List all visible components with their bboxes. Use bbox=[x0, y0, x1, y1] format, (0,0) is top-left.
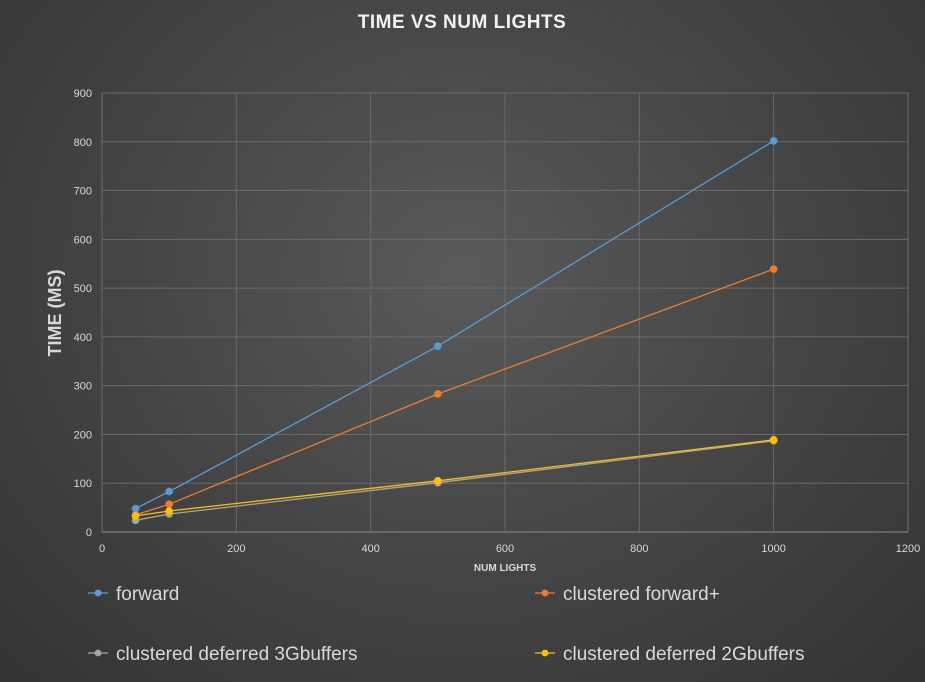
y-tick-label: 500 bbox=[74, 283, 92, 295]
x-tick-label: 800 bbox=[630, 543, 648, 555]
series-line bbox=[135, 140, 775, 510]
legend-marker bbox=[94, 589, 102, 597]
data-point bbox=[165, 500, 174, 509]
y-tick-label: 600 bbox=[74, 234, 92, 246]
series-line bbox=[135, 268, 774, 516]
data-point bbox=[769, 265, 778, 273]
legend-label: forward bbox=[116, 584, 179, 605]
x-tick-label: 0 bbox=[99, 543, 105, 555]
series-group bbox=[131, 136, 778, 525]
data-point bbox=[433, 390, 442, 398]
legend-marker bbox=[541, 589, 549, 597]
legend: forward clustered forward+ clustered defer… bbox=[88, 584, 805, 665]
y-tick-label: 400 bbox=[74, 332, 92, 344]
axes: 0 100 200 300 400 500 600 700 800 900 0 200 400 600 80… bbox=[74, 88, 921, 555]
y-axis-title: TIME (MS) bbox=[45, 270, 65, 357]
legend-label: clustered deferred 2Gbuffers bbox=[563, 644, 805, 665]
gridlines bbox=[101, 92, 909, 533]
y-tick-label: 200 bbox=[74, 429, 92, 441]
data-point bbox=[131, 512, 140, 520]
data-point bbox=[433, 342, 442, 351]
data-point bbox=[165, 507, 174, 515]
y-tick-label: 300 bbox=[74, 381, 92, 393]
x-tick-label: 200 bbox=[227, 543, 245, 555]
y-tick-label: 0 bbox=[86, 527, 92, 539]
y-tick-label: 900 bbox=[74, 88, 92, 100]
data-point bbox=[769, 435, 778, 444]
chart-title: TIME VS NUM LIGHTS bbox=[358, 12, 567, 33]
series-line bbox=[135, 440, 774, 521]
legend-marker bbox=[541, 649, 549, 657]
data-point bbox=[769, 136, 778, 145]
x-tick-label: 600 bbox=[496, 543, 514, 555]
x-tick-label: 1000 bbox=[761, 543, 785, 555]
legend-label: clustered forward+ bbox=[563, 584, 720, 605]
legend-marker bbox=[94, 649, 102, 657]
data-point bbox=[165, 487, 174, 496]
x-axis-title: NUM LIGHTS bbox=[474, 563, 537, 574]
series-line bbox=[135, 439, 774, 517]
legend-label: clustered deferred 3Gbuffers bbox=[116, 644, 358, 665]
x-tick-label: 1200 bbox=[896, 543, 920, 555]
y-tick-label: 800 bbox=[74, 137, 92, 149]
y-tick-label: 100 bbox=[74, 478, 92, 490]
x-tick-label: 400 bbox=[361, 543, 379, 555]
y-tick-label: 700 bbox=[74, 186, 92, 198]
data-point bbox=[433, 476, 442, 485]
